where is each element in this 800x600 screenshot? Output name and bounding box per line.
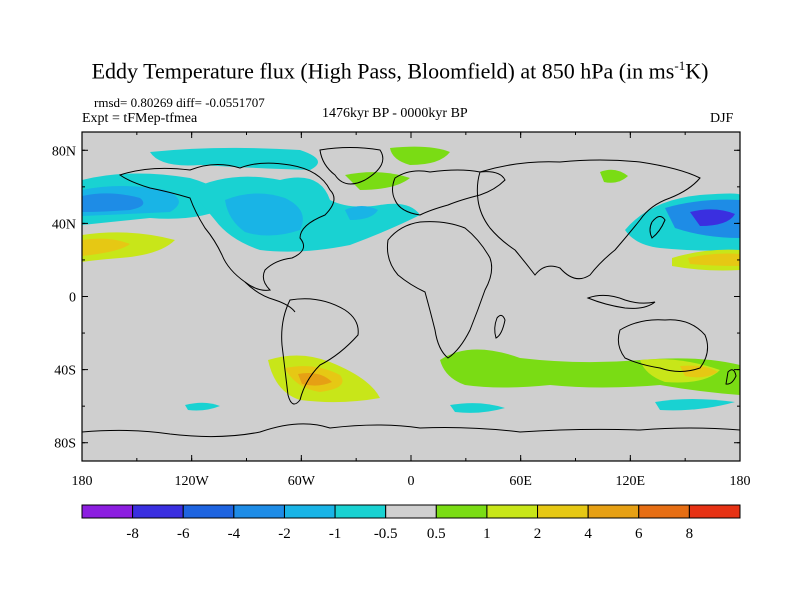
colorbar-swatch bbox=[638, 504, 690, 519]
coast-europe bbox=[392, 169, 506, 216]
colorbar-label: 0.5 bbox=[427, 526, 446, 542]
shade-south-neg2 bbox=[655, 399, 735, 411]
shade-atl-patch bbox=[345, 206, 378, 220]
period-text: 1476kyr BP - 0000kyr BP bbox=[322, 106, 468, 121]
lat-label: 80N bbox=[52, 144, 76, 159]
lon-label: 180 bbox=[72, 474, 93, 489]
colorbar-label: -0.5 bbox=[374, 526, 398, 542]
colorbar-label: 8 bbox=[686, 526, 694, 542]
colorbar-swatch bbox=[182, 504, 235, 519]
colorbar-swatch bbox=[688, 504, 741, 519]
title-sup: -1 bbox=[674, 58, 686, 73]
chart-title: Eddy Temperature flux (High Pass, Bloomf… bbox=[0, 58, 800, 84]
colorbar-swatch bbox=[81, 504, 134, 519]
colorbar-swatch bbox=[283, 504, 336, 519]
colorbar-swatch bbox=[385, 504, 437, 519]
colorbar-label: 4 bbox=[584, 526, 592, 542]
shade-arctic-pos3 bbox=[600, 169, 628, 183]
lat-label: 40S bbox=[54, 364, 76, 379]
shade-namerica-mid bbox=[225, 193, 303, 236]
lat-label: 0 bbox=[69, 291, 76, 306]
coast-africa bbox=[387, 221, 493, 359]
lat-label: 80S bbox=[54, 437, 76, 452]
colorbar-label: -6 bbox=[177, 526, 190, 542]
colorbar-label: 1 bbox=[483, 526, 491, 542]
colorbar-swatch bbox=[233, 504, 285, 519]
colorbar-label: 2 bbox=[534, 526, 542, 542]
colorbar-label: -1 bbox=[329, 526, 342, 542]
season-text: DJF bbox=[710, 111, 734, 126]
latitude-axis: 80N 40N 0 40S 80S bbox=[52, 144, 740, 452]
longitude-axis: 180 120W 60W 0 60E 120E 180 bbox=[72, 132, 751, 489]
shade-arctic-pos1 bbox=[390, 146, 450, 165]
colorbar-swatch bbox=[435, 504, 488, 519]
colorbar-label: -8 bbox=[126, 526, 139, 542]
expt-text: Expt = tFMep-tfmea bbox=[82, 111, 198, 126]
shade-arctic-light bbox=[150, 147, 318, 170]
colorbar-label: 6 bbox=[635, 526, 643, 542]
colorbar-swatch bbox=[334, 504, 387, 519]
shade-south-neg1 bbox=[450, 403, 505, 413]
coast-indonesia bbox=[586, 294, 656, 309]
coast-asia bbox=[476, 159, 701, 280]
coast-japan bbox=[649, 216, 666, 239]
coastlines bbox=[82, 147, 740, 438]
title-unit-tail: K) bbox=[685, 58, 709, 84]
shade-wpac-dark bbox=[690, 209, 735, 226]
colorbar-swatch bbox=[486, 504, 539, 519]
lon-label: 120W bbox=[175, 474, 210, 489]
shade-npac-east-pos2 bbox=[82, 238, 130, 256]
shade-arctic-pos2 bbox=[345, 172, 410, 190]
shade-south-neg3 bbox=[185, 402, 220, 411]
lon-label: 180 bbox=[730, 474, 751, 489]
coast-antarctica bbox=[82, 423, 740, 438]
coast-south-america bbox=[281, 298, 359, 405]
shade-npac-east-dark bbox=[82, 193, 144, 212]
coast-north-america bbox=[118, 162, 335, 291]
colorbar: -8 -6 -4 -2 -1 -0.5 0.5 1 2 4 6 8 bbox=[81, 504, 741, 542]
lat-label: 40N bbox=[52, 217, 76, 232]
shading-layer bbox=[82, 146, 740, 413]
shade-sindian-pos3 bbox=[680, 365, 718, 378]
coast-madagascar bbox=[494, 314, 506, 339]
lon-label: 0 bbox=[408, 474, 415, 489]
colorbar-swatch bbox=[132, 504, 184, 519]
lon-label: 120E bbox=[616, 474, 646, 489]
shade-wpac-pos2 bbox=[688, 253, 740, 266]
coast-australia bbox=[617, 319, 709, 372]
colorbar-label: -4 bbox=[228, 526, 241, 542]
coast-greenland bbox=[319, 147, 384, 185]
lon-label: 60E bbox=[509, 474, 532, 489]
coast-central-america bbox=[244, 281, 296, 313]
colorbar-swatch bbox=[587, 504, 640, 519]
lon-label: 60W bbox=[288, 474, 316, 489]
title-main: Eddy Temperature flux (High Pass, Bloomf… bbox=[91, 58, 675, 84]
coast-new-zealand bbox=[725, 369, 737, 385]
colorbar-swatch bbox=[537, 504, 589, 519]
colorbar-label: -2 bbox=[278, 526, 291, 542]
stats-text: rmsd= 0.80269 diff= -0.0551707 bbox=[94, 95, 265, 110]
